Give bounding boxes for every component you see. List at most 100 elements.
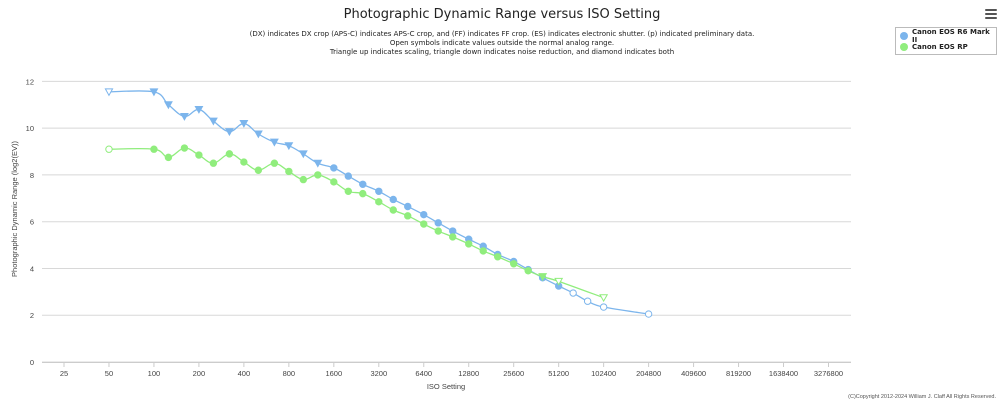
x-tick-label: 204800 <box>636 369 661 378</box>
data-point[interactable] <box>538 273 548 282</box>
data-point[interactable] <box>344 187 352 195</box>
data-point[interactable] <box>163 101 173 110</box>
legend-swatch-green <box>900 42 908 51</box>
data-point[interactable] <box>284 142 294 151</box>
data-point[interactable] <box>299 175 308 184</box>
data-point[interactable] <box>224 128 234 137</box>
data-point[interactable] <box>330 178 338 186</box>
data-point[interactable] <box>510 260 518 268</box>
data-point[interactable] <box>389 206 397 214</box>
data-point[interactable] <box>359 189 367 198</box>
x-tick-label: 51200 <box>548 369 569 378</box>
data-point[interactable] <box>239 119 249 128</box>
data-point[interactable] <box>404 212 412 220</box>
legend-swatch-blue <box>900 31 908 40</box>
data-point[interactable] <box>420 210 428 219</box>
data-point[interactable] <box>150 145 158 153</box>
x-tick-label: 3276800 <box>814 369 843 378</box>
x-tick-label: 1638400 <box>769 369 798 378</box>
y-tick-label: 0 <box>30 358 34 367</box>
data-point[interactable] <box>434 219 442 227</box>
x-tick-label: 400 <box>238 369 251 378</box>
legend-label: Canon EOS R6 Mark II <box>912 27 990 44</box>
data-point[interactable] <box>195 151 203 159</box>
data-point[interactable] <box>209 159 218 167</box>
menu-bar <box>985 13 997 15</box>
chart-title: Photographic Dynamic Range versus ISO Se… <box>344 7 661 22</box>
data-point[interactable] <box>330 164 338 172</box>
series-line-1 <box>108 147 604 299</box>
x-tick-label: 25600 <box>503 369 524 378</box>
y-tick-label: 10 <box>26 124 34 133</box>
y-tick-label: 6 <box>30 218 34 227</box>
x-tick-label: 12800 <box>458 369 479 378</box>
chart-subtitle-line-1: (DX) indicates DX crop (APS-C) indicates… <box>250 30 755 38</box>
y-axis-title: Photographic Dynamic Range (log2(EV)) <box>10 141 19 277</box>
x-tick-label: 200 <box>193 369 206 378</box>
data-point[interactable] <box>465 240 473 248</box>
data-point[interactable] <box>314 171 322 179</box>
data-point[interactable] <box>375 198 383 206</box>
x-tick-label: 100 <box>148 369 161 378</box>
data-point[interactable] <box>180 144 189 152</box>
data-point[interactable] <box>420 220 428 228</box>
y-tick-label: 2 <box>30 311 34 320</box>
hamburger-menu-icon[interactable] <box>985 9 997 20</box>
data-point[interactable] <box>269 138 279 147</box>
data-point[interactable] <box>313 159 323 168</box>
data-point[interactable] <box>404 202 412 211</box>
data-point[interactable] <box>225 150 234 158</box>
copyright-credit: (C)Copyright 2012-2024 William J. Claff … <box>848 394 996 400</box>
chart-subtitle-line-3: Triangle up indicates scaling, triangle … <box>329 48 674 56</box>
data-point[interactable] <box>449 233 457 241</box>
x-tick-label: 800 <box>283 369 296 378</box>
x-tick-label: 50 <box>105 369 113 378</box>
data-point[interactable] <box>569 289 577 297</box>
data-point[interactable] <box>179 112 189 121</box>
data-point[interactable] <box>493 253 502 261</box>
x-tick-label: 3200 <box>370 369 387 378</box>
x-tick-label: 102400 <box>591 369 616 378</box>
data-point[interactable] <box>149 88 159 97</box>
axis-layer: 0 2 4 6 8 10 12 25 50 100 200 400 800 1600 3200 6400 128… <box>26 77 851 378</box>
chart-legend: Canon EOS R6 Mark II Canon EOS RP <box>895 27 997 55</box>
x-tick-label: 819200 <box>726 369 751 378</box>
data-point[interactable] <box>434 227 442 235</box>
x-axis-title: ISO Setting <box>427 382 465 391</box>
legend-item-r6-mark-ii[interactable]: Canon EOS R6 Mark II <box>900 27 992 44</box>
data-point[interactable] <box>254 166 263 174</box>
data-point[interactable] <box>344 172 352 180</box>
data-point[interactable] <box>208 117 218 126</box>
x-tick-label: 6400 <box>415 369 432 378</box>
data-point[interactable] <box>298 150 308 159</box>
x-tick-label: 25 <box>60 369 68 378</box>
data-point[interactable] <box>359 180 367 188</box>
legend-item-rp[interactable]: Canon EOS RP <box>900 41 992 52</box>
data-point[interactable] <box>554 277 564 286</box>
data-point[interactable] <box>599 294 609 303</box>
chart-subtitle-line-2: Open symbols indicate values outside the… <box>390 39 614 47</box>
data-point[interactable] <box>105 145 113 153</box>
data-point[interactable] <box>104 88 114 97</box>
data-point[interactable] <box>375 187 383 195</box>
data-point[interactable] <box>270 159 279 167</box>
data-point[interactable] <box>389 195 397 204</box>
menu-bar <box>985 9 997 11</box>
data-point[interactable] <box>240 158 248 166</box>
y-tick-label: 4 <box>30 264 34 273</box>
y-tick-label: 12 <box>26 77 34 86</box>
data-point[interactable] <box>164 153 173 162</box>
data-point[interactable] <box>599 303 608 311</box>
data-point[interactable] <box>253 130 263 139</box>
data-point[interactable] <box>285 167 293 176</box>
data-point[interactable] <box>644 310 653 318</box>
data-point[interactable] <box>524 267 532 275</box>
data-point[interactable] <box>479 247 487 255</box>
legend-label: Canon EOS RP <box>912 42 968 51</box>
data-point[interactable] <box>194 105 204 114</box>
data-point[interactable] <box>583 297 592 305</box>
grid-layer <box>42 80 851 363</box>
y-tick-label: 8 <box>30 171 34 180</box>
menu-bar <box>985 17 997 19</box>
